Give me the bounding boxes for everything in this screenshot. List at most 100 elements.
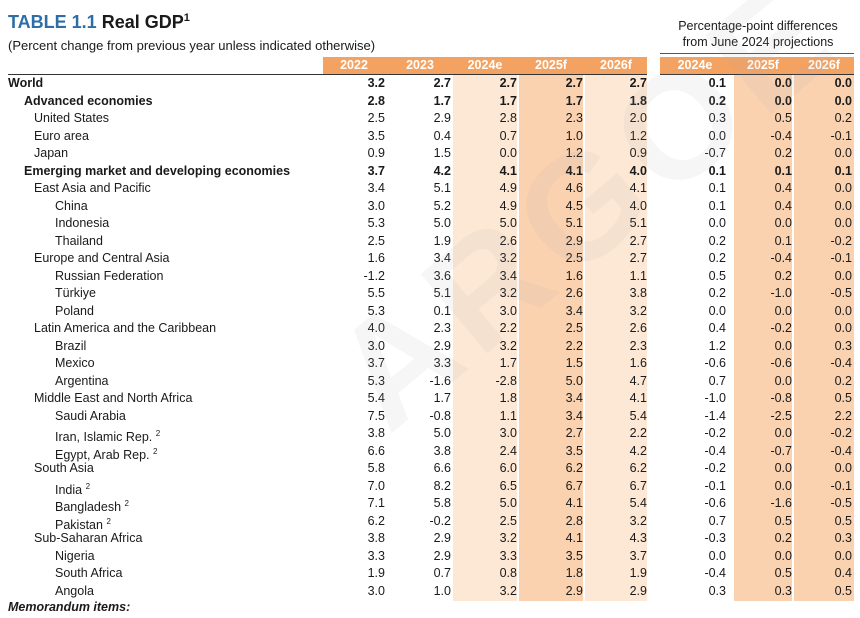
cell-2026f: 1.2 xyxy=(629,128,647,143)
cell-2026f: 2.9 xyxy=(629,583,647,598)
header-bar-pp xyxy=(660,57,854,74)
cell-2026f: 1.8 xyxy=(629,93,647,108)
pp-cell-2026f: 0.0 xyxy=(834,216,852,230)
cell-2024e: 4.9 xyxy=(499,198,517,213)
cell-2025f: 2.5 xyxy=(565,251,583,265)
pp-cell-2026f: -0.1 xyxy=(830,251,852,265)
cell-2023: 2.7 xyxy=(433,76,451,90)
cell-2023: 5.0 xyxy=(433,426,451,440)
pp-cell-2025f: 0.0 xyxy=(774,373,792,388)
row-label-text: Europe and Central Asia xyxy=(34,251,170,265)
pp-cell-2024e: 0.4 xyxy=(708,321,726,335)
row-label: Mexico xyxy=(55,355,95,373)
cell-2024e: 4.9 xyxy=(499,181,517,195)
pp-cell-2025f: 0.0 xyxy=(774,338,792,353)
cell-2023: 1.7 xyxy=(433,93,451,108)
table-row: Angola 3.0 1.0 3.2 2.9 2.9 0.3 0.3 0.5 xyxy=(0,583,860,601)
cell-2025f: 1.8 xyxy=(565,566,583,580)
table-row: Thailand 2.5 1.9 2.6 2.9 2.7 0.2 0.1 -0.2 xyxy=(0,233,860,251)
cell-2023: 0.7 xyxy=(433,566,451,580)
table-subtitle: (Percent change from previous year unles… xyxy=(8,38,376,53)
pp-cell-2024e: -0.2 xyxy=(704,461,726,475)
cell-2024e: 2.5 xyxy=(499,513,517,528)
row-label: East Asia and Pacific xyxy=(34,180,151,198)
pp-cell-2024e: 0.0 xyxy=(708,303,726,318)
table-row: Nigeria 3.3 2.9 3.3 3.5 3.7 0.0 0.0 0.0 xyxy=(0,548,860,566)
row-label: Türkiye xyxy=(55,285,96,303)
pp-cell-2025f: -0.7 xyxy=(770,443,792,458)
cell-2026f: 3.7 xyxy=(629,548,647,563)
pp-cell-2025f: 0.0 xyxy=(774,216,792,230)
cell-2026f: 0.9 xyxy=(629,146,647,160)
row-label-text: Russian Federation xyxy=(55,268,164,283)
pp-cell-2025f: 0.4 xyxy=(774,198,792,213)
cell-2026f: 1.9 xyxy=(629,566,647,580)
row-label-text: Indonesia xyxy=(55,216,110,230)
pp-cell-2024e: 0.3 xyxy=(708,583,726,598)
cell-2025f: 2.8 xyxy=(565,513,583,528)
cell-2025f: 2.9 xyxy=(565,583,583,598)
cell-2024e: 3.4 xyxy=(499,268,517,283)
pp-cell-2024e: -1.4 xyxy=(704,408,726,423)
table-title: TABLE 1.1 Real GDP1 xyxy=(8,12,190,33)
row-label-text: Egypt, Arab Rep. xyxy=(55,447,150,462)
cell-2022: 6.6 xyxy=(367,443,385,458)
cell-2024e: 2.2 xyxy=(499,321,517,335)
cell-2026f: 6.2 xyxy=(629,461,647,475)
cell-2026f: 5.4 xyxy=(629,496,647,510)
cell-2026f: 5.4 xyxy=(629,408,647,423)
cell-2024e: 3.0 xyxy=(499,303,517,318)
table-row: Pakistan 2 6.2 -0.2 2.5 2.8 3.2 0.7 0.5 0.5 xyxy=(0,513,860,532)
cell-2022: 4.0 xyxy=(367,321,385,335)
row-label: Poland xyxy=(55,303,94,321)
cell-2026f: 1.1 xyxy=(629,268,647,283)
pp-cell-2025f: 0.1 xyxy=(774,233,792,248)
row-label-text: Türkiye xyxy=(55,286,96,300)
row-label: South Africa xyxy=(55,565,122,583)
cell-2024e: 3.0 xyxy=(499,426,517,440)
pp-cell-2026f: 0.0 xyxy=(834,321,852,335)
pp-cell-2025f: 0.0 xyxy=(774,76,792,90)
cell-2026f: 4.1 xyxy=(629,391,647,405)
pp-title-rule xyxy=(660,53,854,54)
cell-2024e: 2.7 xyxy=(499,76,517,90)
cell-2023: 2.9 xyxy=(433,531,451,545)
cell-2022: 3.2 xyxy=(367,76,385,90)
row-label-text: Sub-Saharan Africa xyxy=(34,531,143,545)
table-row: Advanced economies 2.8 1.7 1.7 1.7 1.8 0.2 0.0 0… xyxy=(0,93,860,111)
memorandum-label: Memorandum items: xyxy=(8,600,131,614)
pp-cell-2024e: -0.2 xyxy=(704,426,726,440)
pp-cell-2025f: -2.5 xyxy=(770,408,792,423)
cell-2022: 3.4 xyxy=(367,181,385,195)
cell-2026f: 4.0 xyxy=(629,163,647,178)
band-2025f xyxy=(519,57,583,601)
row-label: Angola xyxy=(55,583,94,601)
table-row: United States 2.5 2.9 2.8 2.3 2.0 0.3 0.5 0.2 xyxy=(0,110,860,128)
pp-col-header-2024e: 2024e xyxy=(677,58,713,72)
cell-2026f: 2.2 xyxy=(629,426,647,440)
pp-cell-2026f: -0.1 xyxy=(830,478,852,493)
cell-2022: 3.0 xyxy=(367,198,385,213)
row-label-text: Saudi Arabia xyxy=(55,408,126,423)
row-label-text: Pakistan xyxy=(55,517,103,532)
pp-cell-2026f: 0.0 xyxy=(834,268,852,283)
cell-2026f: 2.0 xyxy=(629,111,647,125)
table-row: Indonesia 5.3 5.0 5.0 5.1 5.1 0.0 0.0 0.0 xyxy=(0,215,860,233)
cell-2023: 3.8 xyxy=(433,443,451,458)
pp-cell-2024e: 0.0 xyxy=(708,128,726,143)
cell-2026f: 4.7 xyxy=(629,373,647,388)
cell-2025f: 1.5 xyxy=(565,356,583,370)
pp-cell-2024e: 0.1 xyxy=(708,163,726,178)
cell-2025f: 5.0 xyxy=(565,373,583,388)
row-footnote: 2 xyxy=(85,481,91,491)
cell-2022: 5.8 xyxy=(367,461,385,475)
cell-2026f: 2.6 xyxy=(629,321,647,335)
row-label-text: South Africa xyxy=(55,566,123,580)
cell-2026f: 2.7 xyxy=(629,251,647,265)
cell-2022: 3.7 xyxy=(367,163,385,178)
row-label-text: Emerging market and developing economies xyxy=(24,163,291,178)
cell-2025f: 3.4 xyxy=(565,303,583,318)
pp-cell-2026f: 0.2 xyxy=(834,111,852,125)
table-row: Europe and Central Asia 1.6 3.4 3.2 2.5 2.7 0.… xyxy=(0,250,860,268)
pp-cell-2026f: 0.5 xyxy=(834,391,852,405)
